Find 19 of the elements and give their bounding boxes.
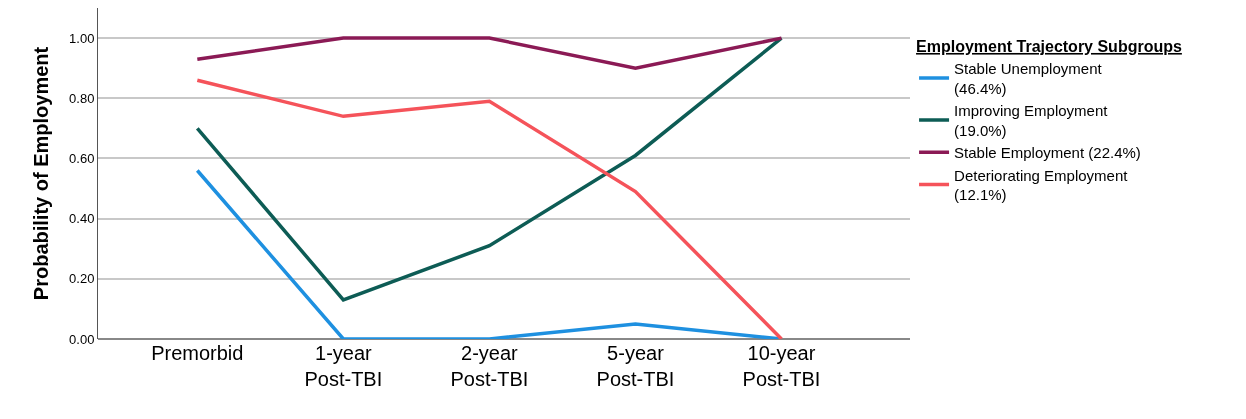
x-tick-label: 2-year Post-TBI: [450, 342, 529, 390]
y-tick-label: 0.60: [69, 151, 95, 166]
line-series: [195, 36, 784, 302]
x-tick-label: 5-year Post-TBI: [596, 342, 675, 390]
legend-label: Stable Employment (22.4%): [954, 144, 1141, 162]
y-axis-title: Probability of Employment: [29, 46, 52, 301]
legend-label: Improving Employment (19.0%): [954, 102, 1109, 139]
y-tick-label: 0.80: [69, 90, 95, 106]
y-tick-label: 1.00: [69, 30, 95, 46]
y-tick-label: 0.20: [69, 271, 95, 287]
x-tick-label: 1-year Post-TBI: [304, 342, 383, 390]
legend-label: Stable Unemployment (46.4%): [954, 60, 1103, 97]
y-tick-label: 0.40: [69, 211, 95, 227]
legend-label: Deteriorating Employment (12.1%): [954, 166, 1129, 204]
x-tick-label: 10-year Post-TBI: [742, 342, 821, 390]
x-tick-label: Premorbid: [151, 342, 244, 364]
legend-title: Employment Trajectory Subgroups: [916, 37, 1182, 55]
y-tick-label: 0.00: [69, 331, 95, 347]
line-series: [195, 78, 784, 339]
